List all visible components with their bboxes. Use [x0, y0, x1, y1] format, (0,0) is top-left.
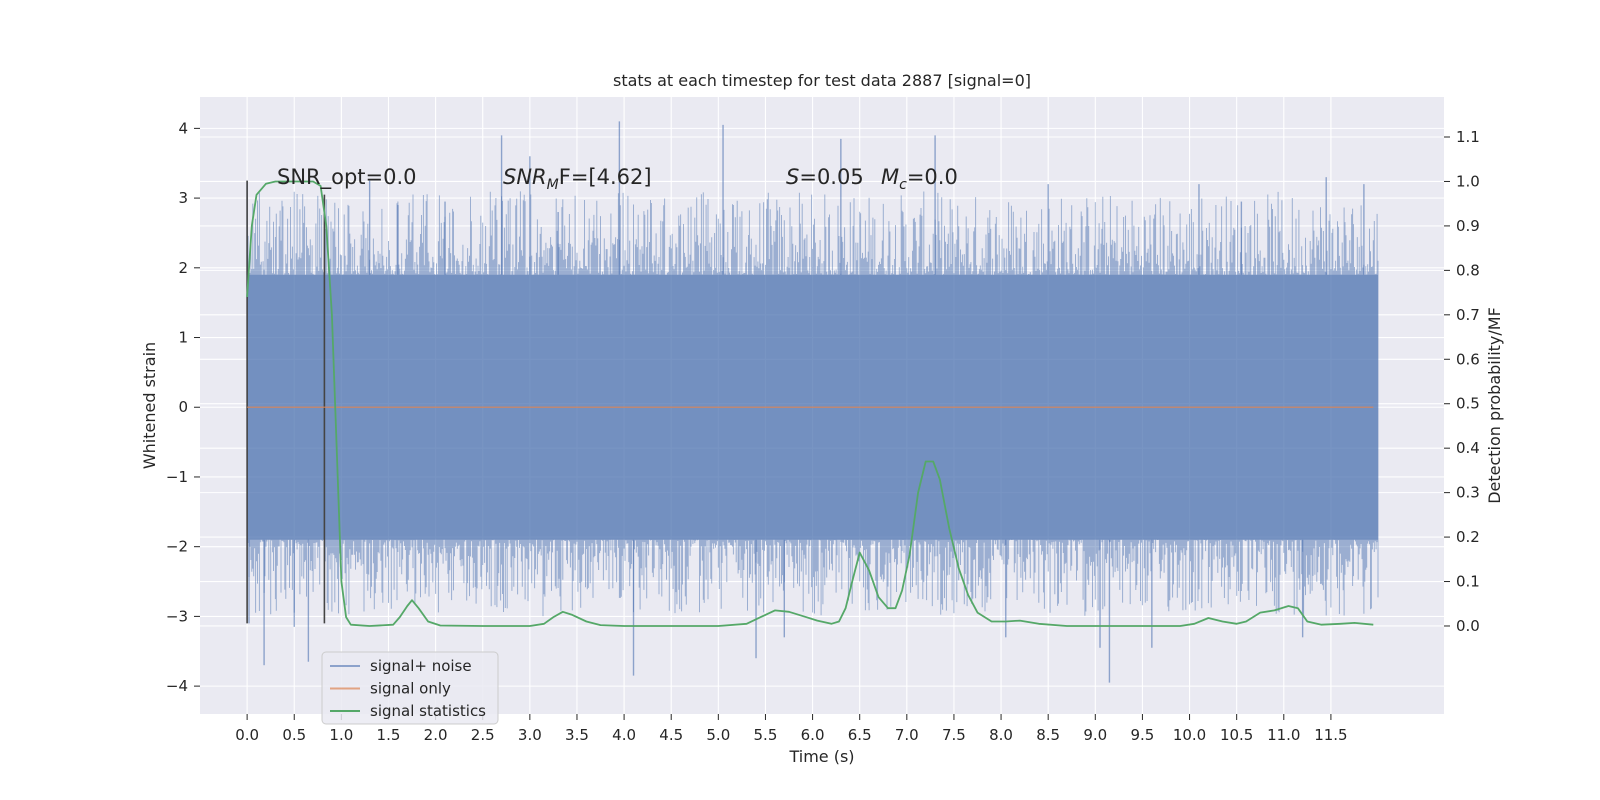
x-tick-label: 1.5: [377, 726, 401, 744]
series-layer: [246, 121, 1379, 683]
x-tick-label: 6.5: [848, 726, 872, 744]
y-axis-label-right: Detection probability/MF: [1485, 307, 1504, 504]
x-tick-label: 9.5: [1130, 726, 1154, 744]
x-tick-label: 1.0: [329, 726, 353, 744]
y-left-tick-label: −1: [166, 468, 188, 486]
y-axis-label-left: Whitened strain: [140, 342, 159, 469]
y-right-tick-label: 0.0: [1456, 617, 1480, 635]
x-tick-label: 0.0: [235, 726, 259, 744]
legend: signal+ noise signal only signal statistic…: [321, 651, 499, 725]
legend-frame: [321, 651, 499, 725]
x-tick-label: 6.0: [801, 726, 825, 744]
y-right-tick-label: 1.1: [1456, 128, 1480, 146]
y-left-tick-label: 0: [178, 398, 188, 416]
y-left-tick-label: −2: [166, 538, 188, 556]
x-tick-label: 7.0: [895, 726, 919, 744]
y-right-tick-label: 0.9: [1456, 217, 1480, 235]
annotation-mc-var: M: [881, 165, 899, 189]
legend-label: signal only: [370, 680, 451, 698]
x-tick-label: 7.5: [942, 726, 966, 744]
y-right-tick-label: 0.5: [1456, 395, 1480, 413]
x-tick-label: 0.5: [282, 726, 306, 744]
annotation-s-value: =0.05: [799, 165, 863, 189]
axes: 0.0 0.5 1.0 1.5 2.0 2.5 3.0 3.5 4.0 4.5 5.0 5.5 6.0 6…: [166, 119, 1480, 744]
annotations: SNR_opt=0.0 SNRMF=[4.62] S=0.05 Mc=0.0: [277, 165, 958, 193]
x-tick-label: 3.0: [518, 726, 542, 744]
y-right-tick-label: 0.3: [1456, 484, 1480, 502]
x-tick-label: 10.0: [1173, 726, 1206, 744]
x-tick-label: 3.5: [565, 726, 589, 744]
x-tick-label: 8.0: [989, 726, 1013, 744]
x-tick-label: 5.5: [754, 726, 778, 744]
y-right-tick-label: 1.0: [1456, 172, 1480, 190]
y-left-tick-label: −4: [166, 677, 188, 695]
x-tick-label: 11.5: [1314, 726, 1347, 744]
annotation-snr-mf-prefix: SNR: [503, 165, 547, 189]
x-tick-label: 11.0: [1267, 726, 1300, 744]
y-left-tick-label: 1: [178, 329, 188, 347]
x-tick-label: 4.0: [612, 726, 636, 744]
annotation-s-var: S: [786, 165, 799, 189]
y-left-tick-label: 3: [178, 189, 188, 207]
annotation-mc-value: =0.0: [907, 165, 958, 189]
annotation-snr-opt: SNR_opt=0.0: [277, 165, 417, 190]
x-tick-label: 2.5: [471, 726, 495, 744]
annotation-snr-mf-sub: M: [547, 177, 559, 193]
x-tick-label: 5.0: [706, 726, 730, 744]
series-signal-statistics: [246, 180, 1374, 627]
chart-title: stats at each timestep for test data 288…: [613, 71, 1031, 90]
annotation-s: S=0.05: [786, 165, 864, 189]
y-right-tick-label: 0.6: [1456, 350, 1480, 368]
y-left-tick-label: 2: [178, 259, 188, 277]
x-axis-label: Time (s): [788, 747, 854, 766]
y-left-tick-label: −3: [166, 607, 188, 625]
x-tick-label: 4.5: [659, 726, 683, 744]
y-right-tick-label: 0.8: [1456, 261, 1480, 279]
annotation-mc-sub: c: [899, 177, 907, 193]
annotation-snr-mf: SNRMF=[4.62]: [503, 165, 652, 193]
x-tick-label: 2.0: [424, 726, 448, 744]
x-tick-label: 8.5: [1036, 726, 1060, 744]
y-right-tick-label: 0.1: [1456, 573, 1480, 591]
y-right-tick-label: 0.2: [1456, 528, 1480, 546]
x-tick-label: 9.0: [1083, 726, 1107, 744]
y-right-tick-label: 0.7: [1456, 306, 1480, 324]
annotation-snr-mf-suffix: F=[4.62]: [559, 165, 652, 189]
y-right-tick-label: 0.4: [1456, 439, 1480, 457]
y-left-tick-label: 4: [178, 119, 188, 137]
legend-label: signal statistics: [370, 702, 486, 720]
x-tick-label: 10.5: [1220, 726, 1253, 744]
annotation-mc: Mc=0.0: [881, 165, 958, 193]
legend-label: signal+ noise: [370, 657, 472, 675]
